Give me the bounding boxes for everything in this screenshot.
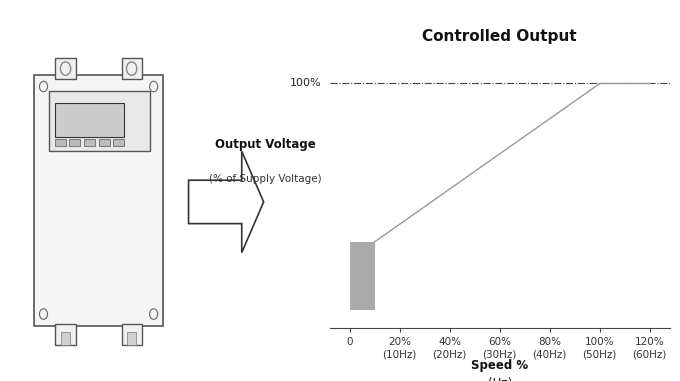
Text: 100%: 100% xyxy=(290,78,322,88)
Bar xyxy=(61,332,70,345)
Bar xyxy=(350,242,375,310)
Text: (% of Supply Voltage): (% of Supply Voltage) xyxy=(209,174,322,184)
Polygon shape xyxy=(188,151,264,253)
Bar xyxy=(54,139,65,146)
Bar xyxy=(49,91,150,151)
Bar xyxy=(54,103,124,137)
Bar xyxy=(99,139,109,146)
Title: Controlled Output: Controlled Output xyxy=(422,29,577,44)
Bar xyxy=(56,58,75,79)
Bar xyxy=(122,58,141,79)
Text: Speed %: Speed % xyxy=(471,359,528,372)
Bar xyxy=(127,332,136,345)
Bar xyxy=(122,323,141,345)
Text: Output Voltage: Output Voltage xyxy=(215,138,316,151)
Bar xyxy=(84,139,95,146)
Bar xyxy=(56,323,75,345)
Bar xyxy=(69,139,80,146)
Bar xyxy=(34,75,163,326)
Bar xyxy=(114,139,124,146)
Text: (Hz): (Hz) xyxy=(488,378,512,381)
